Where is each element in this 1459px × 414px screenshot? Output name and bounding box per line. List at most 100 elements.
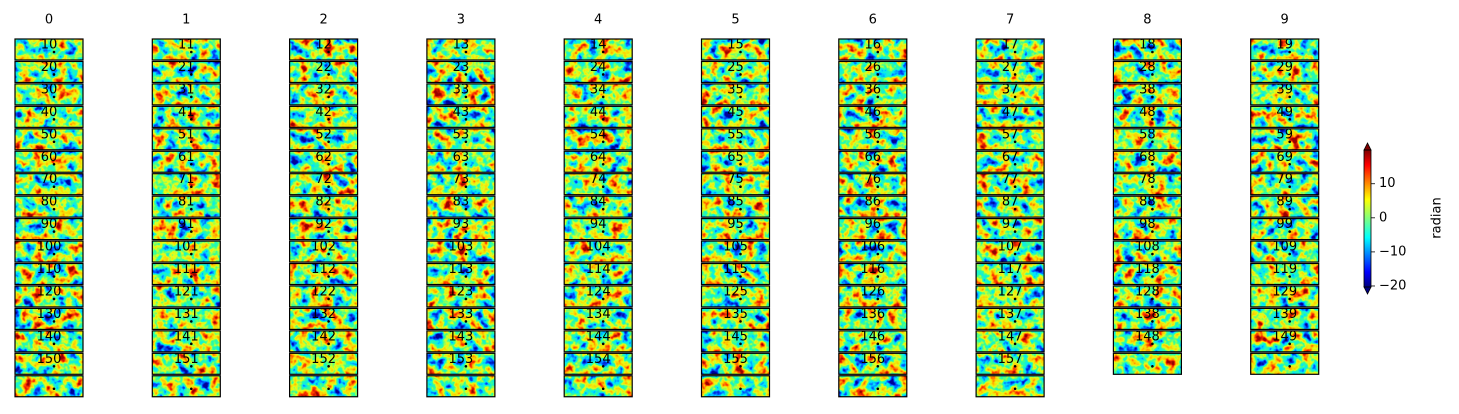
marker — [1013, 50, 1017, 54]
panel-label: 40 — [41, 105, 58, 120]
marker — [601, 297, 605, 301]
panel-frame — [1112, 262, 1183, 286]
phase-image — [1250, 151, 1319, 173]
panel-label: 106 — [860, 240, 885, 255]
marker — [876, 73, 880, 76]
panel-frame — [700, 83, 771, 106]
panel-frame — [1112, 105, 1183, 128]
marker — [876, 140, 880, 144]
panel-label: 96 — [865, 217, 882, 232]
phase-image — [1250, 83, 1319, 105]
panel-frame — [563, 330, 633, 353]
marker — [52, 230, 56, 233]
colorbar-extend-bottom — [1363, 286, 1372, 295]
phase-image — [152, 353, 221, 375]
panel-frame — [426, 262, 496, 286]
marker — [1013, 365, 1017, 368]
marker — [1013, 297, 1017, 301]
phase-image — [564, 263, 633, 285]
panel-label: 157 — [998, 352, 1023, 367]
panel-frame — [1250, 128, 1320, 151]
panel-label: 44 — [590, 105, 607, 120]
marker — [464, 230, 468, 233]
panel-frame — [426, 285, 496, 308]
phase-image — [838, 241, 907, 263]
panel-label: 74 — [590, 172, 607, 187]
marker — [52, 50, 56, 54]
panel-label: 140 — [37, 329, 62, 344]
panel-label: 134 — [586, 307, 611, 322]
phase-image — [15, 128, 83, 150]
phase-image — [1250, 308, 1319, 330]
panel-frame — [1112, 352, 1183, 375]
phase-image — [15, 83, 83, 105]
panel-label: 118 — [1135, 262, 1160, 277]
phase-image — [289, 151, 358, 173]
panel-label: 16 — [865, 38, 882, 53]
marker — [190, 140, 193, 144]
phase-image — [289, 330, 358, 352]
marker — [327, 207, 330, 211]
marker — [739, 118, 742, 121]
marker — [1288, 162, 1291, 166]
panel-frame — [289, 83, 359, 106]
phase-image — [152, 61, 221, 83]
panel-label: 130 — [37, 307, 62, 322]
phase-image — [289, 196, 358, 218]
panel-label: 62 — [315, 150, 332, 165]
panel-frame — [563, 307, 633, 330]
panel-label: 68 — [1139, 150, 1156, 165]
marker — [1151, 207, 1154, 211]
phase-image — [564, 218, 633, 240]
marker — [739, 207, 742, 211]
panel-label: 13 — [453, 38, 470, 53]
marker — [1151, 297, 1154, 301]
colorbar-gradient — [1364, 150, 1371, 287]
column-title: 7 — [1006, 13, 1014, 28]
phase-image — [152, 241, 221, 263]
panel-frame — [563, 83, 633, 106]
panel-frame — [700, 262, 771, 286]
marker — [327, 365, 330, 368]
panel-label: 26 — [865, 60, 882, 75]
marker — [876, 50, 880, 54]
panel-frame — [1112, 195, 1183, 218]
marker — [1151, 230, 1154, 233]
panel-label: 105 — [723, 240, 748, 255]
phase-image — [426, 285, 495, 307]
panel-frame — [426, 307, 496, 330]
panel-frame — [14, 285, 84, 308]
marker — [876, 387, 880, 391]
panel-frame — [563, 240, 633, 263]
marker — [876, 207, 880, 211]
panel-label: 69 — [1276, 150, 1293, 165]
panel-frame — [838, 352, 908, 375]
phase-image — [426, 218, 495, 240]
panel-label: 47 — [1002, 105, 1019, 120]
marker — [464, 252, 468, 256]
panel-label: 33 — [453, 82, 470, 97]
phase-image — [564, 196, 633, 218]
panel-label: 131 — [174, 307, 199, 322]
phase-image — [289, 61, 358, 83]
panel-label: 58 — [1139, 127, 1156, 142]
phase-image — [838, 151, 907, 173]
marker — [739, 162, 742, 166]
phase-image — [701, 106, 770, 128]
phase-image — [976, 39, 1045, 60]
marker — [1013, 118, 1017, 121]
phase-image — [564, 173, 633, 195]
panel-label: 53 — [453, 127, 470, 142]
marker — [1013, 320, 1017, 323]
phase-image — [701, 218, 770, 240]
panel-frame — [700, 38, 771, 61]
marker — [1013, 252, 1017, 256]
phase-image — [701, 128, 770, 150]
panel-label: 73 — [453, 172, 470, 187]
phase-image — [976, 308, 1045, 330]
panel-label: 63 — [453, 150, 470, 165]
phase-image — [1250, 330, 1319, 352]
marker — [876, 118, 880, 121]
phase-image — [701, 263, 770, 285]
panel-label: 84 — [590, 195, 607, 210]
